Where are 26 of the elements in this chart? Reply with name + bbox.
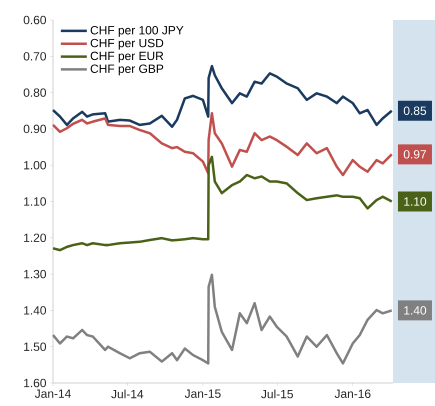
line-series	[52, 112, 394, 176]
x-tick-label: Jan-14	[34, 390, 71, 398]
x-tick-label: Jan-15	[184, 390, 221, 398]
legend-label: CHF per 100 JPY	[90, 26, 184, 37]
x-tick-label: Jul-15	[261, 390, 293, 398]
x-tick-label: Jul-14	[111, 390, 144, 398]
y-tick-label: 0.60	[24, 16, 46, 24]
y-tick-label: 1.30	[24, 270, 46, 278]
legend-label: CHF per GBP	[90, 64, 164, 76]
y-tick-label: 1.10	[24, 197, 46, 206]
line-series	[52, 64, 394, 128]
y-tick-label: 1.20	[24, 234, 46, 242]
data-label: 0.97	[404, 150, 426, 159]
y-tick-label: 1.00	[24, 160, 46, 170]
data-label: 0.85	[404, 106, 426, 115]
legend-label: CHF per EUR	[90, 52, 164, 62]
y-tick-label: 1.60	[24, 378, 46, 388]
legend-label: CHF per USD	[90, 38, 164, 50]
y-tick-label: 1.40	[24, 306, 46, 315]
y-tick-label: 1.50	[24, 342, 46, 351]
x-tick-label: Jan-16	[334, 390, 371, 398]
y-tick-label: 0.90	[24, 124, 46, 134]
y-tick-label: 0.70	[24, 52, 46, 61]
data-label: 1.10	[404, 197, 426, 206]
y-tick-label: 0.80	[24, 88, 46, 97]
data-label: 1.40	[404, 306, 426, 315]
